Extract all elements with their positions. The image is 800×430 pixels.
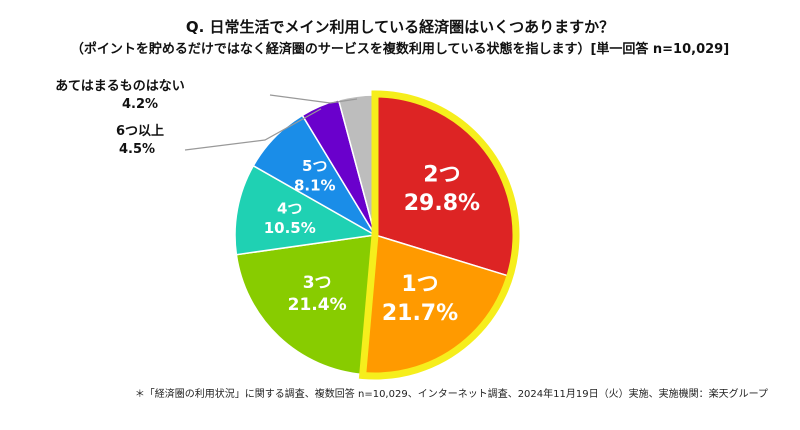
slice-value-label: 10.5% [264, 219, 316, 237]
pie-slice [234, 164, 378, 256]
slice-value-label: 21.4% [288, 295, 347, 315]
slice-value-label: 8.1% [294, 177, 336, 195]
slice-value-label: 4.5% [119, 142, 155, 157]
slice-label: 2つ [423, 163, 460, 188]
leader-line [269, 94, 358, 104]
slice-value-label: 21.7% [382, 301, 458, 326]
highlight-border [358, 90, 520, 380]
pie-slice [235, 234, 376, 376]
slice-label: 4つ [277, 200, 302, 218]
slice-label: 1つ [401, 272, 438, 297]
chart-subtitle: （ポイントを貯めるだけではなく経済圏のサービスを複数利用している状態を指します）… [70, 42, 730, 57]
slice-label: 3つ [303, 273, 332, 293]
leader-line [184, 108, 322, 151]
slice-label: 5つ [302, 157, 327, 175]
slice-label: あてはまるものはない [55, 79, 184, 94]
slice-value-label: 4.2% [122, 97, 158, 112]
chart-title: Q. 日常生活でメイン利用している経済圏はいくつありますか？ [185, 18, 615, 36]
footnote: ＊「経済圏の利用状況」に関する調査、複数回答 n=10,029、インターネット調… [134, 389, 768, 400]
highlight-outline [358, 90, 520, 380]
slice-value-label: 29.8% [404, 191, 480, 216]
slice-label: 6つ以上 [116, 124, 164, 139]
pie-slices [234, 94, 516, 376]
